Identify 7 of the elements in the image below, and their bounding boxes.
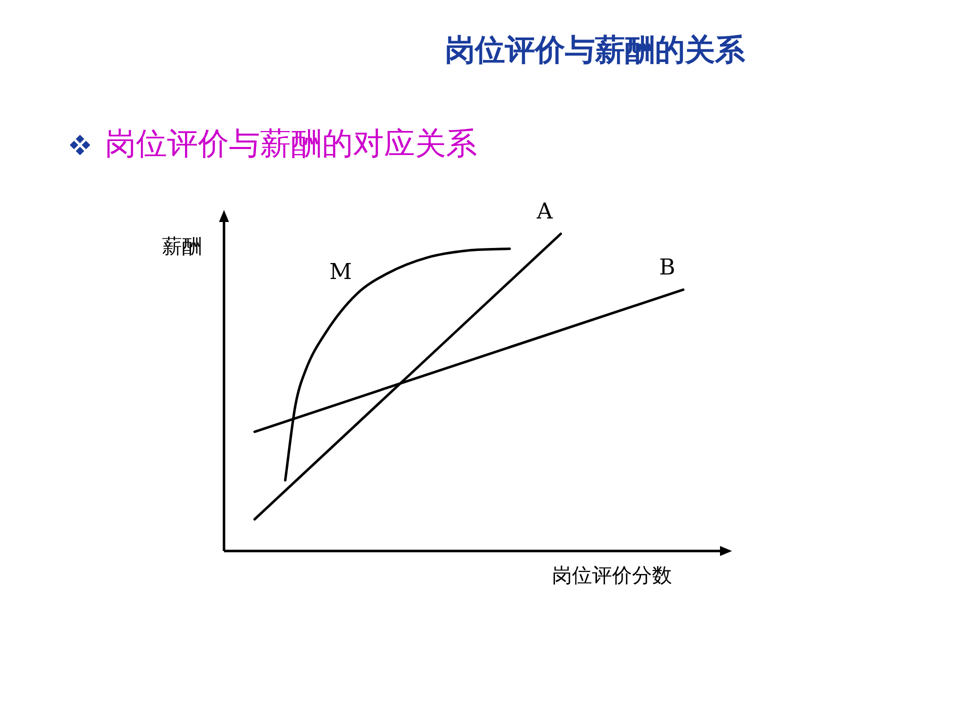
chart-subtitle: 岗位评价与薪酬的对应关系: [105, 125, 477, 164]
series-label: B: [659, 255, 676, 280]
x-axis-title: 岗位评价分数: [552, 562, 672, 589]
series-label: A: [536, 200, 554, 225]
y-axis-title: 薪酬: [162, 233, 202, 260]
series-label: M: [329, 260, 352, 285]
chart-title: 岗位评价与薪酬的关系: [445, 32, 745, 70]
